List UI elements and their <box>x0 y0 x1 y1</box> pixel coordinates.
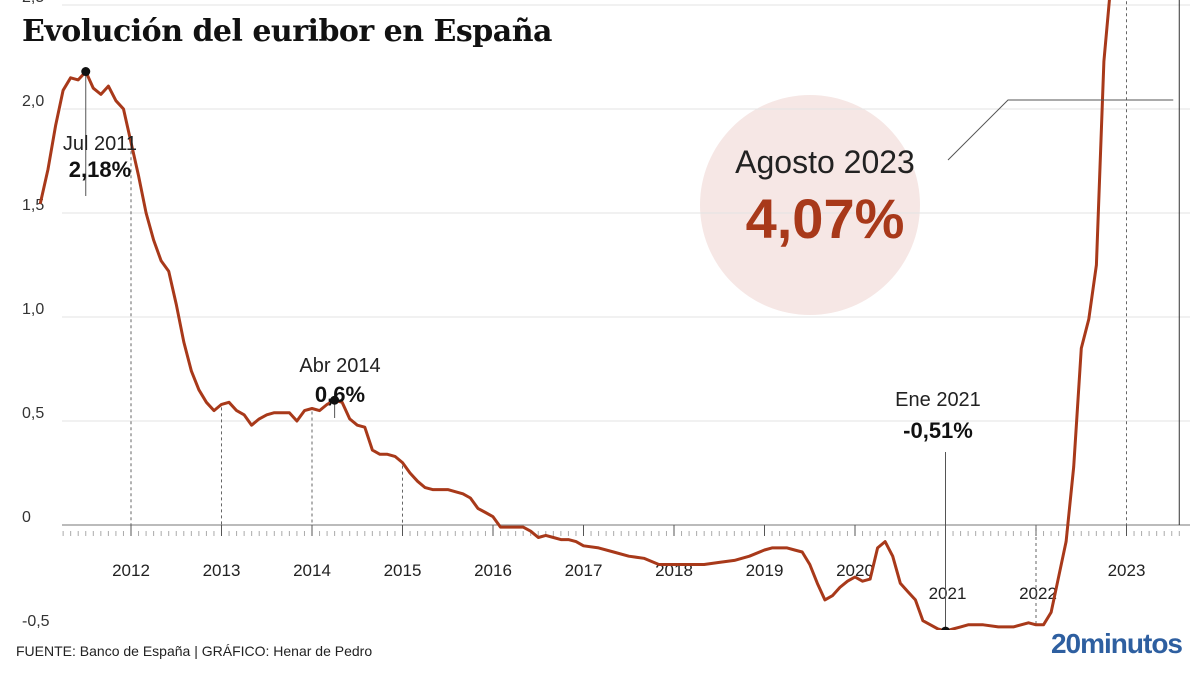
annotation-value: 2,18% <box>69 157 131 182</box>
highlight-leader-line <box>947 99 1174 161</box>
guide-lines-layer <box>130 0 1127 625</box>
y-tick-label: 0,5 <box>22 405 44 422</box>
highlight-bubble-layer <box>700 95 920 315</box>
x-tick-label: 2020 <box>836 561 874 580</box>
euribor-line-chart: 43,53,02,52,01,51,00,50-0,5 201220132014… <box>22 0 1190 630</box>
y-tick-label: 1,5 <box>22 197 44 214</box>
y-tick-label: 0 <box>22 509 31 526</box>
series-layer <box>39 0 1111 630</box>
annotation-month: Abr 2014 <box>299 355 380 377</box>
y-tick-label: -0,5 <box>22 613 50 630</box>
highlight-month: Agosto 2023 <box>735 144 915 180</box>
x-tick-label: 2012 <box>112 561 150 580</box>
x-tick-label: 2019 <box>746 561 784 580</box>
brand-logo: 20minutos <box>1050 628 1183 659</box>
highlight-bubble <box>700 95 920 315</box>
annotation-dot <box>81 67 91 77</box>
y-axis-layer: 43,53,02,52,01,51,00,50-0,5 <box>22 0 50 630</box>
annotation-value: -0,51% <box>903 418 973 443</box>
y-tick-label: 2,0 <box>22 93 44 110</box>
annotation-month: Jul 2011 <box>63 133 137 155</box>
x-tick-label: 2017 <box>565 561 603 580</box>
annotation-value: 0,6% <box>315 382 365 407</box>
y-tick-label: 2,5 <box>22 0 44 6</box>
y-tick-label: 1,0 <box>22 301 44 318</box>
grid-layer <box>62 4 1190 422</box>
annotation-month: Ene 2021 <box>895 389 981 411</box>
x-tick-label: 2023 <box>1108 561 1146 580</box>
x-tick-label: 2022 <box>1019 584 1057 603</box>
chart-title: Evolución del euribor en España <box>22 14 552 49</box>
highlight-value: 4,07% <box>746 187 905 250</box>
x-tick-label: 2015 <box>384 561 422 580</box>
x-axis-layer: 2012 2013 2014 2015 2016 2017 2018 2019 20202021… <box>62 524 1190 603</box>
x-tick-label: 2013 <box>203 561 241 580</box>
x-tick-label: 2021 <box>929 584 967 603</box>
x-tick-label: 2016 <box>474 561 512 580</box>
annotation-dot <box>330 395 340 405</box>
source-credit: FUENTE: Banco de España | GRÁFICO: Henar… <box>16 643 373 659</box>
annotation-dot <box>941 626 950 630</box>
x-tick-label: 2014 <box>293 561 331 580</box>
euribor-series-line <box>39 0 1111 630</box>
